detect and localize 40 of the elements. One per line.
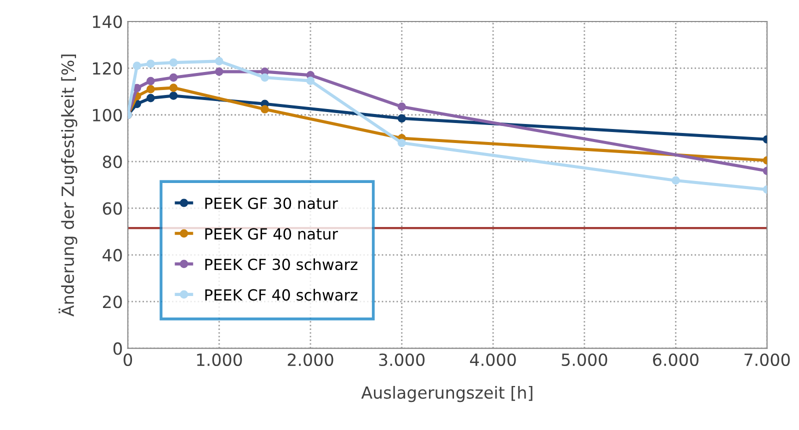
point — [169, 73, 178, 82]
y-tick-label: 60 — [102, 202, 122, 215]
x-tick-label: 0 — [124, 353, 132, 366]
legend-label: PEEK GF 30 natur — [205, 198, 338, 210]
y-tick-label: 0 — [113, 342, 122, 355]
point — [132, 62, 142, 70]
point — [146, 85, 155, 94]
point — [214, 68, 224, 76]
y-tick-label: 140 — [92, 15, 122, 28]
y-tick-label: 100 — [92, 108, 122, 122]
x-tick-label: 6.000 — [653, 353, 698, 366]
x-tick-label: 2.000 — [288, 353, 334, 366]
legend-label: PEEK CF 40 schwarz — [205, 288, 358, 301]
x-tick-label: 3.000 — [379, 353, 425, 366]
legend-label: PEEK GF 40 natur — [205, 228, 338, 240]
y-tick-label: 80 — [102, 156, 122, 168]
point — [398, 114, 406, 123]
point — [146, 60, 155, 68]
point — [398, 138, 406, 148]
y-axis-title: Änderung der Zugfestigkeit [%] — [58, 54, 78, 316]
point — [398, 102, 406, 111]
point — [672, 176, 680, 185]
x-tick-label: 1.000 — [197, 353, 242, 366]
point — [146, 94, 155, 102]
point — [169, 92, 178, 100]
x-tick-label: 4.000 — [470, 353, 516, 366]
y-tick-label: 40 — [102, 248, 122, 262]
x-tick-label: 5.000 — [562, 353, 608, 366]
point — [306, 76, 315, 85]
y-tick-label: 120 — [92, 62, 122, 75]
point — [260, 105, 269, 114]
point — [214, 57, 224, 66]
point — [169, 58, 178, 67]
x-axis-title: Auslagerungszeit [h] — [361, 386, 532, 402]
point — [260, 73, 269, 82]
y-tick-label: 20 — [102, 296, 122, 308]
x-tick-label: 7.000 — [744, 353, 790, 366]
point — [146, 76, 155, 86]
legend-label: PEEK CF 30 schwarz — [205, 258, 358, 270]
point — [169, 84, 178, 92]
